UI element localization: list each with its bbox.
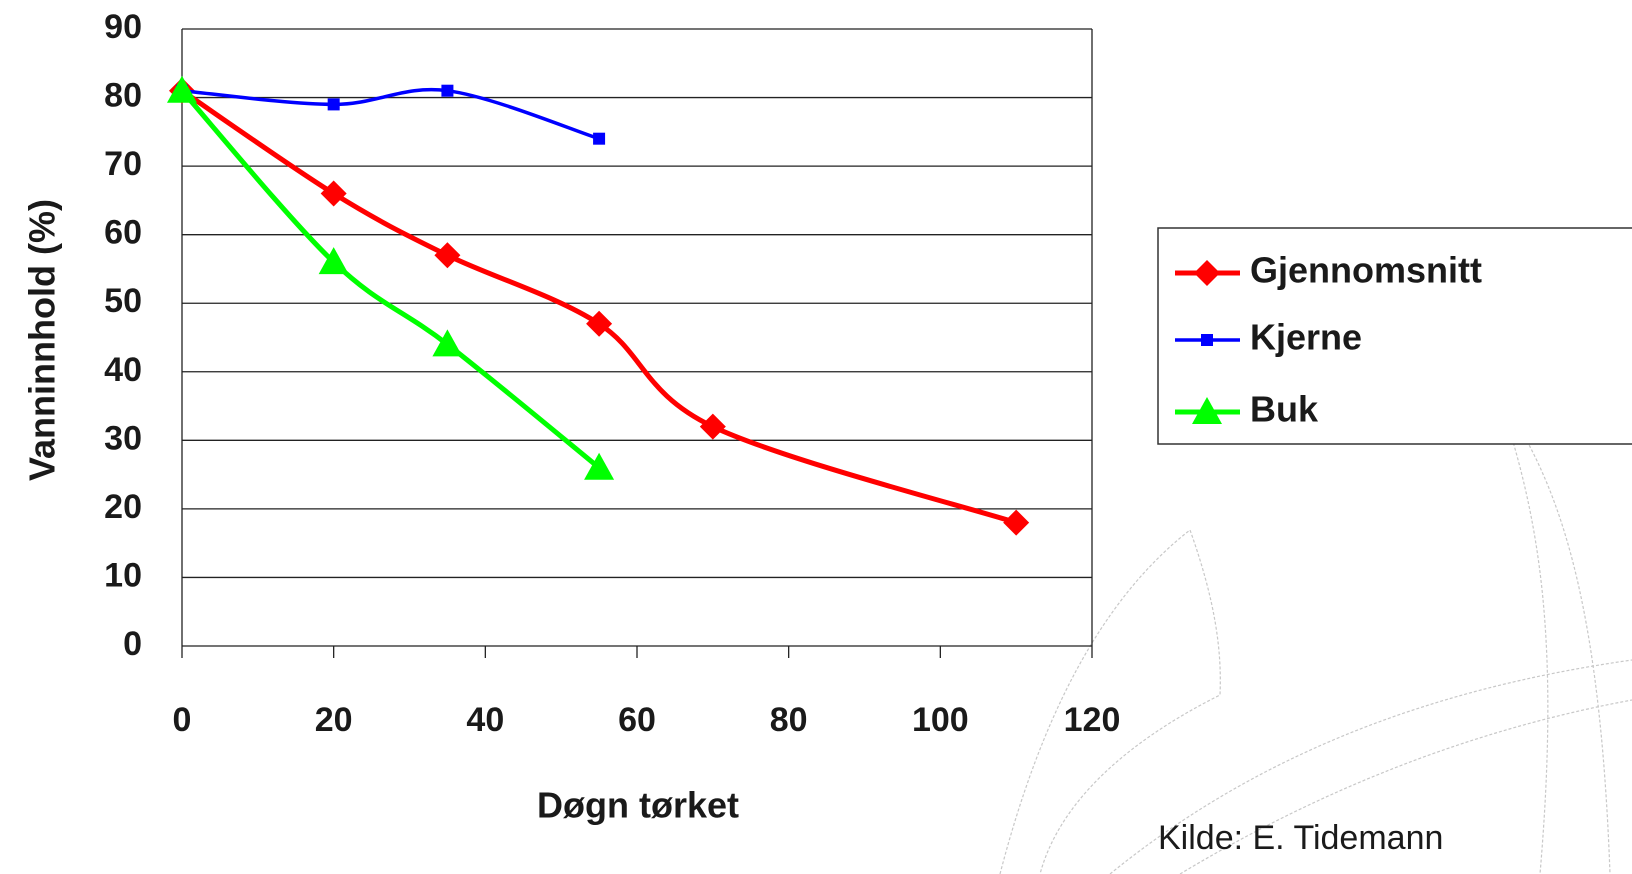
x-tick-label: 120 (1064, 701, 1121, 739)
y-tick-label: 40 (104, 351, 142, 389)
background-decoration (1000, 390, 1632, 874)
data-point (321, 181, 347, 207)
y-tick-label: 70 (104, 145, 142, 183)
legend-label: Gjennomsnitt (1250, 250, 1482, 291)
legend-marker (1201, 334, 1213, 346)
data-point (441, 85, 453, 97)
legend-label: Buk (1250, 389, 1319, 430)
y-tick-label: 0 (123, 625, 142, 663)
y-tick-label: 60 (104, 214, 142, 252)
y-tick-label: 50 (104, 282, 142, 320)
y-tick-label: 10 (104, 556, 142, 594)
chart: Vanninnhold (%) Døgn tørket Kilde: E. Ti… (0, 0, 1632, 874)
x-tick-label: 0 (173, 701, 192, 739)
legend-label: Kjerne (1250, 317, 1362, 358)
y-tick-label: 90 (104, 8, 142, 46)
data-point (434, 242, 460, 268)
page: Vanninnhold (%) Døgn tørket Kilde: E. Ti… (0, 0, 1632, 874)
x-tick-label: 100 (912, 701, 969, 739)
data-point (432, 329, 462, 356)
y-tick-label: 30 (104, 419, 142, 457)
y-tick-label: 80 (104, 77, 142, 115)
data-point (1003, 510, 1029, 536)
data-point (328, 98, 340, 110)
x-tick-label: 20 (315, 701, 353, 739)
data-point (593, 133, 605, 145)
y-axis-title: Vanninnhold (%) (22, 199, 63, 481)
x-tick-label: 80 (770, 701, 808, 739)
series-line (182, 91, 599, 468)
source-note: Kilde: E. Tidemann (1158, 819, 1443, 857)
x-tick-label: 40 (466, 701, 504, 739)
y-tick-label: 20 (104, 488, 142, 526)
x-axis-title: Døgn tørket (537, 785, 739, 826)
x-tick-label: 60 (618, 701, 656, 739)
data-point (700, 414, 726, 440)
